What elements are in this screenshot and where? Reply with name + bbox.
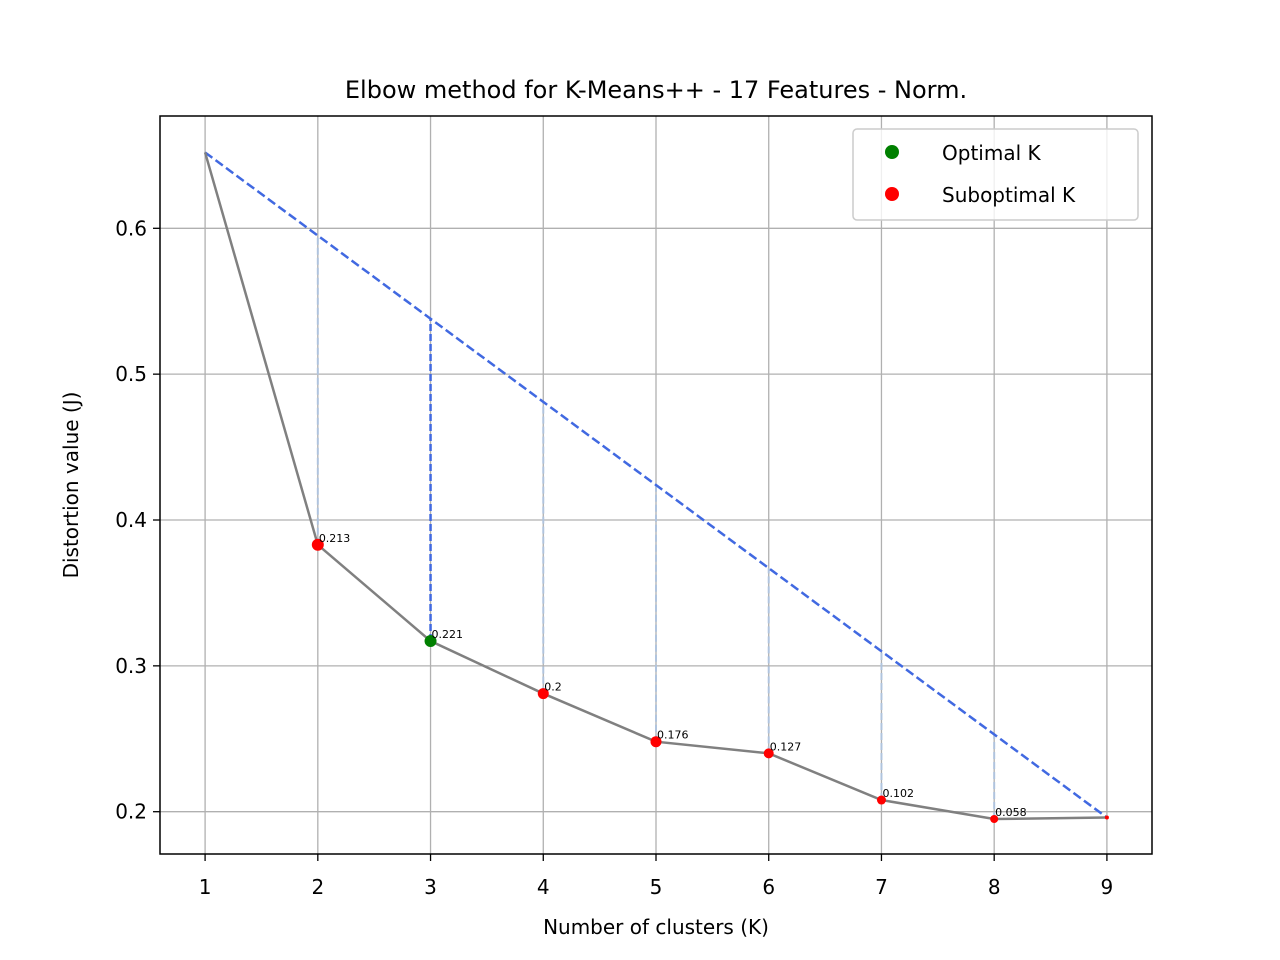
suboptimal-point xyxy=(1104,815,1109,820)
x-tick-label: 4 xyxy=(537,875,550,899)
y-tick-label: 0.3 xyxy=(115,654,147,678)
x-tick-label: 7 xyxy=(875,875,888,899)
suboptimal-point xyxy=(990,814,999,823)
axis-ticks: 1 2 3 4 5 6 7 8 9 0.2 0.3 0.4 0.5 0.6 xyxy=(115,216,1113,899)
optimal-point xyxy=(424,635,437,648)
suboptimal-point xyxy=(763,748,774,759)
x-tick-label: 8 xyxy=(988,875,1001,899)
x-tick-label: 2 xyxy=(311,875,324,899)
x-tick-label: 5 xyxy=(650,875,663,899)
legend-box xyxy=(852,128,1139,221)
suboptimal-point xyxy=(876,795,886,805)
y-tick-label: 0.4 xyxy=(115,508,147,532)
x-tick-label: 1 xyxy=(199,875,212,899)
x-axis-label: Number of clusters (K) xyxy=(543,915,769,939)
point-annotation: 0.221 xyxy=(432,628,464,641)
x-tick-label: 3 xyxy=(424,875,437,899)
chord-line xyxy=(204,151,1108,819)
legend-label-suboptimal: Suboptimal K xyxy=(942,183,1076,207)
suboptimal-point xyxy=(650,736,662,748)
gap-lines xyxy=(316,235,996,819)
chart-title: Elbow method for K-Means++ - 17 Features… xyxy=(345,76,967,104)
legend-marker-optimal xyxy=(885,145,899,159)
y-tick-label: 0.6 xyxy=(115,216,147,240)
y-tick-label: 0.2 xyxy=(115,800,147,824)
y-axis-label: Distortion value (J) xyxy=(59,392,83,579)
point-annotation: 0.102 xyxy=(882,787,914,800)
y-tick-label: 0.5 xyxy=(115,362,147,386)
point-annotation: 0.176 xyxy=(657,729,689,742)
legend-label-optimal: Optimal K xyxy=(942,141,1041,165)
point-annotations: 0.213 0.221 0.2 0.176 0.127 0.102 0.058 xyxy=(319,532,1027,819)
suboptimal-point xyxy=(311,538,324,551)
legend: Optimal K Suboptimal K xyxy=(852,128,1139,221)
x-tick-label: 9 xyxy=(1101,875,1114,899)
point-annotation: 0.213 xyxy=(319,532,351,545)
point-annotation: 0.2 xyxy=(544,681,562,694)
data-points xyxy=(311,538,1109,823)
legend-marker-suboptimal xyxy=(885,187,899,201)
x-tick-label: 6 xyxy=(762,875,775,899)
point-annotation: 0.058 xyxy=(995,806,1027,819)
point-annotation: 0.127 xyxy=(770,740,802,753)
suboptimal-point xyxy=(537,688,549,700)
